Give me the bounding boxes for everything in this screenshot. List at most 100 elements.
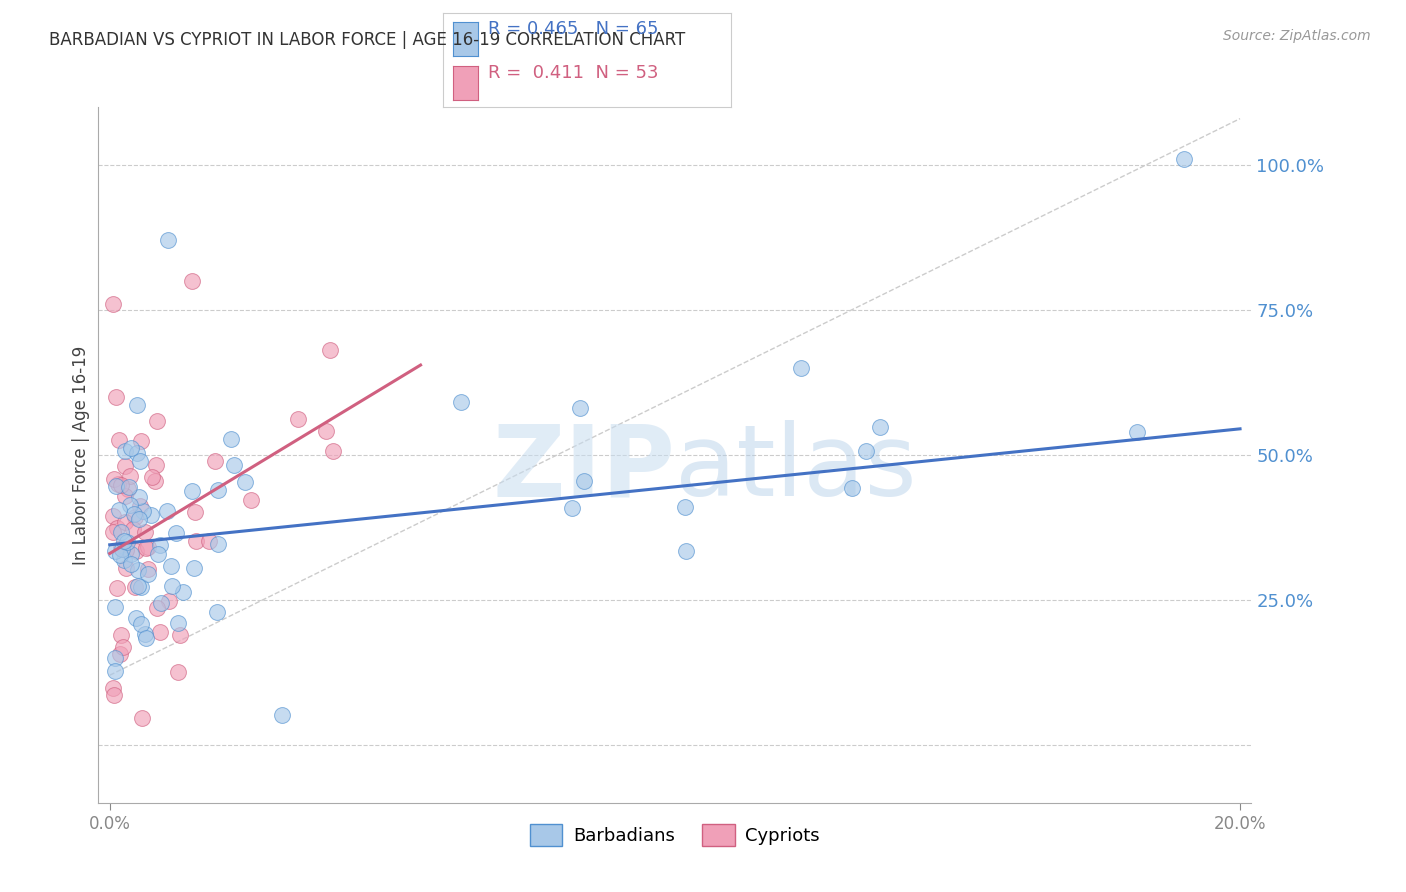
Point bbox=[159, 593, 181, 607]
Text: BARBADIAN VS CYPRIOT IN LABOR FORCE | AGE 16-19 CORRELATION CHART: BARBADIAN VS CYPRIOT IN LABOR FORCE | AG… bbox=[49, 31, 686, 49]
Point bbox=[180, 274, 202, 288]
Point bbox=[1126, 425, 1149, 440]
Point bbox=[1173, 152, 1195, 166]
Point bbox=[271, 707, 294, 722]
Point bbox=[105, 581, 128, 595]
Point bbox=[184, 504, 207, 518]
Point bbox=[136, 562, 159, 576]
Point bbox=[319, 343, 342, 357]
Point bbox=[315, 424, 337, 438]
Point bbox=[120, 468, 142, 483]
Point bbox=[233, 475, 256, 490]
Point bbox=[572, 475, 595, 489]
Point bbox=[790, 361, 813, 376]
Point bbox=[111, 640, 134, 654]
Point bbox=[129, 580, 152, 594]
Point bbox=[105, 479, 128, 493]
Point bbox=[207, 483, 229, 497]
Point bbox=[129, 499, 152, 513]
Point bbox=[120, 498, 142, 512]
Point bbox=[110, 647, 132, 661]
Point bbox=[149, 625, 172, 640]
Point bbox=[120, 547, 142, 561]
Point bbox=[150, 596, 173, 610]
Point bbox=[124, 580, 146, 594]
Point bbox=[131, 711, 153, 725]
Point bbox=[568, 401, 591, 415]
Point bbox=[108, 549, 131, 563]
Point bbox=[156, 504, 179, 518]
Point bbox=[673, 500, 696, 514]
Point bbox=[159, 558, 181, 573]
Point bbox=[114, 515, 136, 529]
Point bbox=[675, 544, 697, 558]
Point bbox=[124, 510, 146, 524]
Point bbox=[205, 605, 228, 619]
Point bbox=[183, 561, 205, 575]
Point bbox=[104, 599, 127, 614]
Point bbox=[110, 478, 132, 492]
Point bbox=[841, 481, 863, 495]
Point bbox=[135, 632, 157, 646]
Point bbox=[115, 542, 138, 557]
Point bbox=[224, 458, 246, 472]
Point bbox=[112, 533, 135, 548]
Point bbox=[172, 585, 194, 599]
Point bbox=[103, 472, 125, 486]
Point bbox=[112, 553, 135, 567]
Point bbox=[101, 681, 124, 696]
Point bbox=[169, 628, 191, 642]
Point bbox=[115, 561, 138, 575]
Point bbox=[114, 459, 136, 474]
Point bbox=[125, 543, 148, 558]
Point bbox=[167, 665, 190, 680]
Point bbox=[105, 521, 128, 535]
Point bbox=[855, 443, 877, 458]
Point bbox=[869, 420, 891, 434]
Point bbox=[104, 650, 127, 665]
Text: R =  0.411  N = 53: R = 0.411 N = 53 bbox=[488, 64, 658, 82]
Point bbox=[110, 628, 132, 642]
Point bbox=[198, 533, 221, 548]
Point bbox=[122, 507, 145, 521]
Point bbox=[145, 458, 167, 472]
Point bbox=[207, 537, 229, 551]
Point bbox=[110, 541, 132, 555]
Point bbox=[181, 484, 204, 499]
Point bbox=[103, 688, 125, 702]
Point bbox=[450, 394, 472, 409]
Point bbox=[146, 601, 169, 615]
Point bbox=[104, 543, 127, 558]
Point bbox=[136, 540, 159, 554]
Point bbox=[110, 524, 132, 539]
Point bbox=[104, 390, 127, 404]
Point bbox=[107, 503, 129, 517]
Point bbox=[122, 522, 145, 536]
Text: R = 0.465   N = 65: R = 0.465 N = 65 bbox=[488, 20, 658, 37]
Point bbox=[114, 489, 136, 503]
Point bbox=[127, 563, 149, 577]
Point bbox=[125, 446, 148, 460]
Point bbox=[101, 509, 124, 524]
Point bbox=[128, 490, 150, 504]
Point bbox=[129, 434, 152, 449]
Point bbox=[101, 524, 124, 539]
Point bbox=[136, 567, 159, 582]
Point bbox=[107, 477, 129, 491]
Point bbox=[322, 444, 344, 458]
Text: atlas: atlas bbox=[675, 420, 917, 517]
Point bbox=[146, 414, 169, 428]
Y-axis label: In Labor Force | Age 16-19: In Labor Force | Age 16-19 bbox=[72, 345, 90, 565]
Point bbox=[125, 398, 148, 412]
Point bbox=[156, 233, 179, 247]
Point bbox=[143, 475, 166, 489]
Point bbox=[162, 579, 184, 593]
Point bbox=[120, 558, 142, 572]
Point bbox=[129, 617, 152, 632]
Point bbox=[204, 454, 226, 468]
Point bbox=[134, 524, 156, 539]
Point bbox=[104, 664, 127, 678]
Point bbox=[114, 443, 136, 458]
Point bbox=[561, 501, 583, 516]
Text: ZIP: ZIP bbox=[492, 420, 675, 517]
